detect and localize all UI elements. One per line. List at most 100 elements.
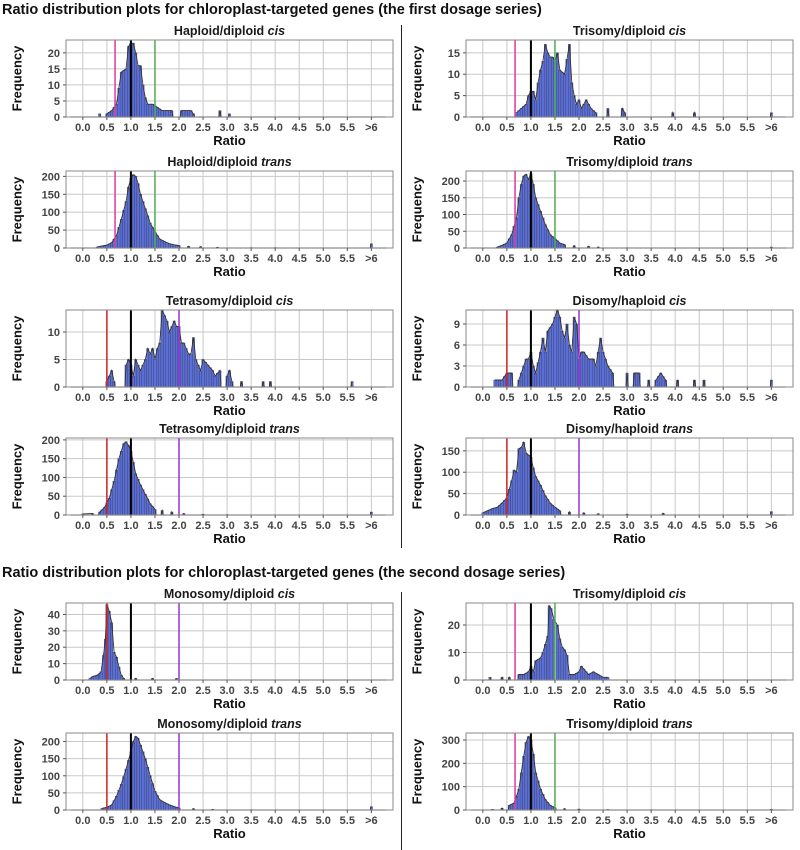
- plot-border: [65, 602, 394, 681]
- histogram-bar: [524, 174, 528, 249]
- x-tick-label: 0.5: [99, 253, 114, 265]
- y-tick-label: 200: [42, 171, 60, 183]
- y-tick-label: 100: [442, 210, 460, 222]
- histogram-bar: [563, 337, 566, 388]
- histogram-bar: [543, 224, 547, 249]
- panel-title: Disomy/haploid trans: [566, 422, 693, 436]
- histogram-bar: [196, 364, 200, 388]
- x-tick-label: 5.5: [740, 392, 755, 404]
- x-tick-label: 4.0: [268, 815, 283, 827]
- x-tick-label: 2.5: [595, 253, 610, 265]
- x-tick-label: 3.5: [243, 520, 258, 532]
- histogram-bar: [127, 186, 130, 249]
- y-tick-label: 300: [442, 735, 460, 747]
- x-tick-label: 3.0: [619, 253, 634, 265]
- y-tick-label: 200: [42, 737, 60, 749]
- y-axis-label: Frequency: [409, 738, 425, 804]
- x-tick-label: >6: [765, 685, 778, 697]
- histogram-bar: [124, 201, 128, 249]
- histogram-svg: 0.0 0.5 1.0 1.5 2.0 2.5 3.0 3.5 4.0 4.5 5.0 5.5 >6 0 3…: [454, 308, 794, 404]
- y-tick-label: 15: [48, 64, 60, 76]
- panel-title-italic: trans: [271, 717, 302, 731]
- histogram-bar: [558, 69, 562, 118]
- plot-border: [465, 39, 794, 118]
- x-tick-label: 0.0: [75, 685, 90, 697]
- histogram-bar: [510, 480, 514, 516]
- x-tick-label: 2.5: [595, 815, 610, 827]
- histogram-panel: 0.0 0.5 1.0 1.5 2.0 2.5 3.0 3.5 4.0 4.5 5.0 5.5 >6 0 5…: [0, 420, 400, 550]
- histogram-bar: [563, 74, 566, 118]
- y-axis-label: Frequency: [9, 738, 25, 804]
- histogram-bars: [105, 309, 354, 388]
- y-tick-label: 30: [48, 626, 60, 638]
- histogram-svg: 0.0 0.5 1.0 1.5 2.0 2.5 3.0 3.5 4.0 4.5 5.0 5.5 >6 0 1…: [442, 732, 794, 827]
- y-tick-label: 50: [48, 225, 60, 237]
- histogram-bar: [119, 784, 123, 811]
- histogram-bar: [589, 672, 593, 681]
- panel-title: Trisomy/diploid trans: [566, 155, 692, 169]
- x-tick-label: 5.0: [716, 685, 731, 697]
- x-tick-label: 4.0: [668, 815, 683, 827]
- y-tick-label: 0: [454, 382, 460, 394]
- histogram-bar: [495, 507, 499, 516]
- x-tick-label: 2.5: [595, 122, 610, 134]
- histogram-bar: [659, 372, 663, 388]
- histogram-bar: [551, 56, 554, 118]
- x-tick-label: 3.5: [243, 122, 258, 134]
- x-tick-label: >6: [365, 122, 378, 134]
- histogram-bar: [606, 365, 610, 388]
- y-tick-label: 5: [54, 355, 60, 367]
- panel-title: Trisomy/diploid cis: [573, 587, 686, 601]
- histogram-svg: 0.0 0.5 1.0 1.5 2.0 2.5 3.0 3.5 4.0 4.5 5.0 5.5 >6 0 1…: [48, 602, 394, 697]
- histogram-svg: 0.0 0.5 1.0 1.5 2.0 2.5 3.0 3.5 4.0 4.5 5.0 5.5 >6 0 5…: [48, 39, 394, 134]
- x-tick-label: 5.5: [740, 685, 755, 697]
- histogram-bar: [635, 372, 639, 388]
- panel-title-main: Haploid/diploid: [167, 155, 262, 169]
- x-tick-label: 1.5: [147, 122, 162, 134]
- plot-background: [66, 603, 393, 680]
- histogram-bar: [539, 657, 542, 681]
- x-tick-label: 5.0: [316, 815, 331, 827]
- column-divider-second: [401, 592, 402, 850]
- histogram-bar: [112, 481, 116, 516]
- x-tick-label: 5.5: [340, 815, 355, 827]
- y-axis-label: Frequency: [9, 176, 25, 242]
- x-tick-label: 4.0: [268, 685, 283, 697]
- panel-title-main: Trisomy/diploid: [566, 155, 663, 169]
- y-tick-label: 0: [54, 805, 60, 817]
- histogram-bar: [556, 309, 559, 388]
- y-tick-label: 100: [42, 771, 60, 783]
- x-tick-label: 0.5: [499, 520, 514, 532]
- x-axis-label: Ratio: [213, 696, 246, 711]
- histogram-bar: [539, 69, 542, 118]
- histogram-panel: 0.0 0.5 1.0 1.5 2.0 2.5 3.0 3.5 4.0 4.5 5.0 5.5 >6 0 5…: [400, 153, 800, 283]
- y-tick-label: 0: [54, 382, 60, 394]
- y-tick-label: 10: [48, 659, 60, 671]
- histogram-bar: [160, 110, 164, 118]
- histogram-bar: [546, 52, 550, 118]
- panel-title-main: Disomy/haploid: [572, 294, 670, 308]
- histogram-bar: [522, 674, 526, 681]
- histogram-bar: [143, 359, 147, 388]
- panel-title-italic: trans: [662, 155, 693, 169]
- x-tick-label: 2.0: [571, 122, 586, 134]
- x-tick-label: 3.5: [243, 815, 258, 827]
- histogram-bar: [563, 649, 566, 681]
- histogram-bar: [194, 359, 198, 388]
- x-tick-label: >6: [765, 520, 778, 532]
- histogram-bar: [539, 788, 542, 811]
- panel-title: Disomy/haploid cis: [573, 294, 687, 308]
- panel-title-main: Trisomy/diploid: [572, 587, 669, 601]
- histogram-bar: [153, 791, 157, 811]
- x-tick-label: >6: [365, 685, 378, 697]
- histogram-bar: [546, 499, 550, 516]
- y-tick-label: 150: [42, 754, 60, 766]
- histogram-bar: [522, 175, 526, 249]
- x-tick-label: 2.0: [571, 253, 586, 265]
- histogram-bar: [158, 238, 162, 249]
- histogram-bar: [163, 315, 166, 388]
- x-tick-label: 2.0: [171, 815, 186, 827]
- x-tick-label: 2.0: [571, 685, 586, 697]
- histogram-bar: [136, 65, 140, 118]
- histogram-bar: [531, 671, 535, 681]
